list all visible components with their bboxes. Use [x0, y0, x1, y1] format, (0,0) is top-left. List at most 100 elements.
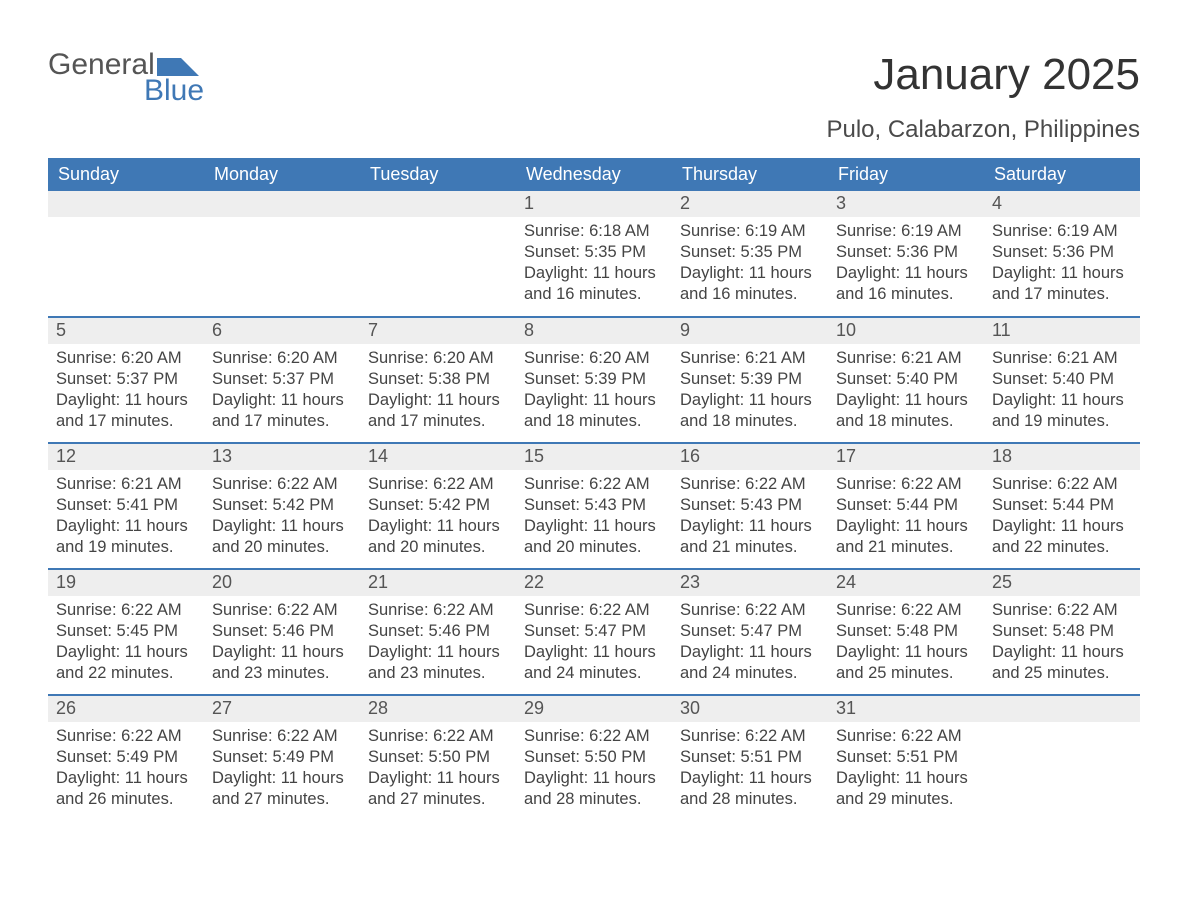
location-text: Pulo, Calabarzon, Philippines — [826, 116, 1140, 144]
day-number: 21 — [360, 570, 516, 596]
day-details: Sunrise: 6:22 AMSunset: 5:46 PMDaylight:… — [360, 596, 516, 694]
day-number — [360, 191, 516, 217]
daylight-text: Daylight: 11 hours and 21 minutes. — [680, 516, 820, 558]
sunset-text: Sunset: 5:36 PM — [836, 242, 976, 263]
daylight-text: Daylight: 11 hours and 20 minutes. — [212, 516, 352, 558]
sunset-text: Sunset: 5:50 PM — [524, 747, 664, 768]
sunrise-text: Sunrise: 6:22 AM — [992, 474, 1132, 495]
daylight-text: Daylight: 11 hours and 18 minutes. — [524, 390, 664, 432]
day-details: Sunrise: 6:22 AMSunset: 5:43 PMDaylight:… — [672, 470, 828, 568]
calendar-cell: 24Sunrise: 6:22 AMSunset: 5:48 PMDayligh… — [828, 569, 984, 695]
daylight-text: Daylight: 11 hours and 17 minutes. — [368, 390, 508, 432]
day-number: 30 — [672, 696, 828, 722]
daylight-text: Daylight: 11 hours and 22 minutes. — [992, 516, 1132, 558]
calendar-cell — [204, 191, 360, 317]
day-details: Sunrise: 6:21 AMSunset: 5:39 PMDaylight:… — [672, 344, 828, 442]
daylight-text: Daylight: 11 hours and 29 minutes. — [836, 768, 976, 810]
logo: General Blue — [48, 50, 204, 106]
calendar-cell: 21Sunrise: 6:22 AMSunset: 5:46 PMDayligh… — [360, 569, 516, 695]
sunset-text: Sunset: 5:48 PM — [836, 621, 976, 642]
sunset-text: Sunset: 5:37 PM — [56, 369, 196, 390]
day-number: 13 — [204, 444, 360, 470]
header: General Blue January 2025 Pulo, Calabarz… — [48, 50, 1140, 144]
calendar-cell: 1Sunrise: 6:18 AMSunset: 5:35 PMDaylight… — [516, 191, 672, 317]
daylight-text: Daylight: 11 hours and 21 minutes. — [836, 516, 976, 558]
day-number: 17 — [828, 444, 984, 470]
sunset-text: Sunset: 5:36 PM — [992, 242, 1132, 263]
sunrise-text: Sunrise: 6:22 AM — [836, 474, 976, 495]
sunset-text: Sunset: 5:43 PM — [680, 495, 820, 516]
col-tuesday: Tuesday — [360, 158, 516, 191]
day-details: Sunrise: 6:22 AMSunset: 5:48 PMDaylight:… — [828, 596, 984, 694]
col-thursday: Thursday — [672, 158, 828, 191]
daylight-text: Daylight: 11 hours and 18 minutes. — [836, 390, 976, 432]
day-number: 23 — [672, 570, 828, 596]
calendar-cell: 19Sunrise: 6:22 AMSunset: 5:45 PMDayligh… — [48, 569, 204, 695]
day-details: Sunrise: 6:22 AMSunset: 5:43 PMDaylight:… — [516, 470, 672, 568]
daylight-text: Daylight: 11 hours and 26 minutes. — [56, 768, 196, 810]
logo-word-general: General — [48, 50, 155, 80]
sunset-text: Sunset: 5:41 PM — [56, 495, 196, 516]
sunrise-text: Sunrise: 6:22 AM — [56, 600, 196, 621]
day-details: Sunrise: 6:20 AMSunset: 5:37 PMDaylight:… — [48, 344, 204, 442]
day-number: 7 — [360, 318, 516, 344]
sunset-text: Sunset: 5:47 PM — [680, 621, 820, 642]
daylight-text: Daylight: 11 hours and 27 minutes. — [368, 768, 508, 810]
sunset-text: Sunset: 5:35 PM — [524, 242, 664, 263]
sunrise-text: Sunrise: 6:20 AM — [368, 348, 508, 369]
sunset-text: Sunset: 5:40 PM — [836, 369, 976, 390]
sunrise-text: Sunrise: 6:22 AM — [992, 600, 1132, 621]
calendar-cell: 25Sunrise: 6:22 AMSunset: 5:48 PMDayligh… — [984, 569, 1140, 695]
calendar-cell: 4Sunrise: 6:19 AMSunset: 5:36 PMDaylight… — [984, 191, 1140, 317]
sunset-text: Sunset: 5:49 PM — [212, 747, 352, 768]
calendar-cell: 22Sunrise: 6:22 AMSunset: 5:47 PMDayligh… — [516, 569, 672, 695]
day-number: 5 — [48, 318, 204, 344]
day-number: 4 — [984, 191, 1140, 217]
calendar-cell: 6Sunrise: 6:20 AMSunset: 5:37 PMDaylight… — [204, 317, 360, 443]
day-number: 26 — [48, 696, 204, 722]
day-number: 25 — [984, 570, 1140, 596]
sunrise-text: Sunrise: 6:19 AM — [836, 221, 976, 242]
sunset-text: Sunset: 5:48 PM — [992, 621, 1132, 642]
day-details: Sunrise: 6:18 AMSunset: 5:35 PMDaylight:… — [516, 217, 672, 315]
sunset-text: Sunset: 5:38 PM — [368, 369, 508, 390]
sunrise-text: Sunrise: 6:22 AM — [836, 726, 976, 747]
sunset-text: Sunset: 5:43 PM — [524, 495, 664, 516]
day-number: 9 — [672, 318, 828, 344]
day-details: Sunrise: 6:22 AMSunset: 5:46 PMDaylight:… — [204, 596, 360, 694]
day-details: Sunrise: 6:21 AMSunset: 5:40 PMDaylight:… — [828, 344, 984, 442]
calendar-cell: 9Sunrise: 6:21 AMSunset: 5:39 PMDaylight… — [672, 317, 828, 443]
day-number: 14 — [360, 444, 516, 470]
calendar-week: 1Sunrise: 6:18 AMSunset: 5:35 PMDaylight… — [48, 191, 1140, 317]
calendar-cell: 14Sunrise: 6:22 AMSunset: 5:42 PMDayligh… — [360, 443, 516, 569]
day-details: Sunrise: 6:20 AMSunset: 5:39 PMDaylight:… — [516, 344, 672, 442]
day-number: 2 — [672, 191, 828, 217]
day-number: 31 — [828, 696, 984, 722]
calendar-week: 26Sunrise: 6:22 AMSunset: 5:49 PMDayligh… — [48, 695, 1140, 821]
calendar-cell — [360, 191, 516, 317]
day-number — [204, 191, 360, 217]
daylight-text: Daylight: 11 hours and 19 minutes. — [56, 516, 196, 558]
day-number: 11 — [984, 318, 1140, 344]
col-saturday: Saturday — [984, 158, 1140, 191]
sunset-text: Sunset: 5:46 PM — [368, 621, 508, 642]
sunset-text: Sunset: 5:35 PM — [680, 242, 820, 263]
calendar-cell: 3Sunrise: 6:19 AMSunset: 5:36 PMDaylight… — [828, 191, 984, 317]
day-details: Sunrise: 6:20 AMSunset: 5:37 PMDaylight:… — [204, 344, 360, 442]
day-details: Sunrise: 6:21 AMSunset: 5:41 PMDaylight:… — [48, 470, 204, 568]
sunset-text: Sunset: 5:46 PM — [212, 621, 352, 642]
calendar-cell: 31Sunrise: 6:22 AMSunset: 5:51 PMDayligh… — [828, 695, 984, 821]
calendar-cell: 10Sunrise: 6:21 AMSunset: 5:40 PMDayligh… — [828, 317, 984, 443]
day-details: Sunrise: 6:19 AMSunset: 5:36 PMDaylight:… — [984, 217, 1140, 315]
day-number: 18 — [984, 444, 1140, 470]
calendar-cell: 7 Sunrise: 6:20 AMSunset: 5:38 PMDaylight… — [360, 317, 516, 443]
day-number: 16 — [672, 444, 828, 470]
daylight-text: Daylight: 11 hours and 18 minutes. — [680, 390, 820, 432]
daylight-text: Daylight: 11 hours and 20 minutes. — [524, 516, 664, 558]
day-details: Sunrise: 6:22 AMSunset: 5:50 PMDaylight:… — [360, 722, 516, 820]
sunset-text: Sunset: 5:39 PM — [524, 369, 664, 390]
sunset-text: Sunset: 5:42 PM — [212, 495, 352, 516]
daylight-text: Daylight: 11 hours and 16 minutes. — [836, 263, 976, 305]
calendar-page: General Blue January 2025 Pulo, Calabarz… — [0, 0, 1188, 861]
sunrise-text: Sunrise: 6:22 AM — [212, 726, 352, 747]
